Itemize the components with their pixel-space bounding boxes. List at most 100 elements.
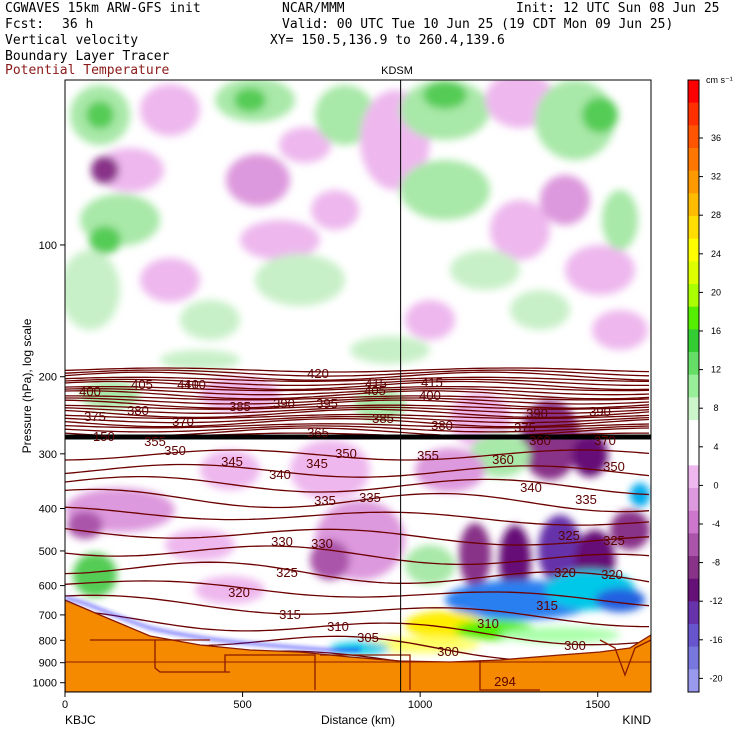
- theta-contour-label: 325: [603, 533, 625, 548]
- theta-contour-label: 415: [365, 376, 387, 391]
- theta-contour-label: 380: [431, 418, 453, 433]
- colorbar-swatch: [688, 306, 699, 330]
- y-axis-title: Pressure (hPa), log scale: [20, 318, 34, 453]
- theta-contour-line: [65, 367, 650, 373]
- forecast-label: Fcst:: [5, 17, 45, 32]
- colorbar-label: 28: [711, 210, 721, 220]
- theta-contour-label: 410: [184, 377, 206, 392]
- y-axis: 100 200 300 400 500 600 700 800 900 1000: [33, 240, 65, 690]
- theta-contour-line: [65, 506, 650, 526]
- theta-contour-line: [65, 463, 650, 478]
- theta-contour-label: 320: [228, 585, 250, 600]
- theta-contour-label: 375: [84, 409, 106, 424]
- theta-contour-line: [65, 527, 650, 546]
- theta-contour-line: [65, 388, 650, 396]
- colorbar-swatch: [688, 624, 699, 647]
- colorbar-label: -4: [712, 519, 720, 529]
- theta-contour-label: 360: [529, 433, 551, 448]
- theta-contour-label: 415: [421, 375, 443, 390]
- x-axis: 0 500 1000 1500: [62, 692, 610, 711]
- model-title: CGWAVES 15km ARW-GFS init: [5, 1, 201, 16]
- theta-contour-label: 325: [558, 528, 580, 543]
- theta-contour-label: 340: [520, 480, 542, 495]
- theta-contour-label: 395: [316, 396, 338, 411]
- kdsm-label: KDSM: [381, 65, 413, 77]
- colorbar-swatch: [688, 238, 699, 262]
- theta-contour-line: [65, 385, 650, 392]
- colorbar-label: 16: [711, 326, 721, 336]
- theta-contour-label: 350: [335, 446, 357, 461]
- colorbar-swatch: [688, 125, 699, 149]
- tropopause-label: 150: [93, 429, 115, 444]
- x-tick-label: 0: [62, 699, 68, 711]
- colorbar-swatch: [688, 397, 699, 421]
- theta-contour-line: [65, 406, 650, 414]
- colorbar-swatch: [688, 102, 699, 126]
- colorbar-swatch: [688, 216, 699, 239]
- theta-contour-line: [65, 371, 650, 381]
- theta-contour-label: 340: [269, 467, 291, 482]
- theta-contour-line: [65, 609, 650, 646]
- theta-contour-label: 300: [564, 638, 586, 653]
- theta-contour-line: [65, 475, 650, 496]
- colorbar-swatch: [688, 193, 699, 217]
- colorbar-swatch: [688, 465, 699, 489]
- theta-contour-line: [65, 594, 649, 628]
- theta-contour-line: [65, 580, 650, 607]
- x-tick-label: 1000: [408, 699, 432, 711]
- colorbar-swatch: [688, 442, 699, 466]
- y-tick-label: 500: [39, 546, 57, 558]
- theta-contour-label: 420: [307, 366, 329, 381]
- left-endpoint-label: KBJC: [65, 713, 96, 727]
- theta-contour-line: [65, 376, 649, 382]
- theta-contour-line: [65, 378, 649, 387]
- theta-contour-line: [65, 425, 650, 433]
- theta-contour-line: [65, 390, 650, 400]
- theta-contour-label: 310: [327, 619, 349, 634]
- colorbar-swatch: [688, 510, 699, 534]
- colorbar-swatch: [688, 601, 699, 625]
- theta-contour-label: 330: [271, 534, 293, 549]
- y-tick-label: 900: [39, 658, 57, 670]
- theta-contour-label: 370: [172, 414, 194, 429]
- colorbar-swatch: [688, 148, 699, 171]
- colorbar-label: -12: [709, 596, 722, 606]
- theta-contour-label: 335: [575, 492, 597, 507]
- theta-contour-line: [65, 488, 650, 513]
- colorbar-label: -8: [712, 558, 720, 568]
- colorbar-label: 36: [711, 133, 721, 143]
- field-potential-temperature: Potential Temperature: [5, 63, 170, 78]
- theta-contour-label: 310: [477, 616, 499, 631]
- theta-contour-label: 315: [279, 607, 301, 622]
- colorbar-swatch: [688, 669, 699, 693]
- theta-contour-line: [65, 380, 650, 391]
- colorbar-label: 0: [713, 480, 718, 490]
- y-tick-label: 800: [39, 635, 57, 647]
- theta-contour-label: 300: [437, 644, 459, 659]
- y-tick-label: 1000: [33, 678, 57, 690]
- colorbar-swatch: [688, 284, 699, 307]
- theta-contour-line: [65, 399, 650, 409]
- colorbar-swatch: [688, 533, 699, 557]
- theta-contour-label: 330: [311, 536, 333, 551]
- theta-contour-line: [65, 561, 650, 584]
- theta-contour-label: 320: [601, 567, 623, 582]
- theta-contour-line: [65, 415, 650, 424]
- terrain-contours: [65, 639, 651, 691]
- colorbar-label: 8: [713, 403, 718, 413]
- theta-contour-line: [65, 545, 650, 566]
- colorbar-label: -16: [709, 635, 722, 645]
- colorbar-label: 12: [711, 365, 721, 375]
- colorbar-label: 32: [711, 172, 721, 182]
- theta-contour-label: 385: [372, 411, 394, 426]
- colorbar-frame: [687, 79, 700, 693]
- theta-contour-line: [65, 418, 650, 428]
- x-tick-label: 1500: [585, 699, 609, 711]
- theta-contour-label: 355: [417, 448, 439, 463]
- theta-contour-label: 410: [177, 377, 199, 392]
- theta-contour-label: 400: [79, 384, 101, 399]
- theta-contour-line: [65, 423, 650, 429]
- vertical-velocity-shading: [65, 80, 650, 654]
- theta-contour-line: [65, 397, 650, 405]
